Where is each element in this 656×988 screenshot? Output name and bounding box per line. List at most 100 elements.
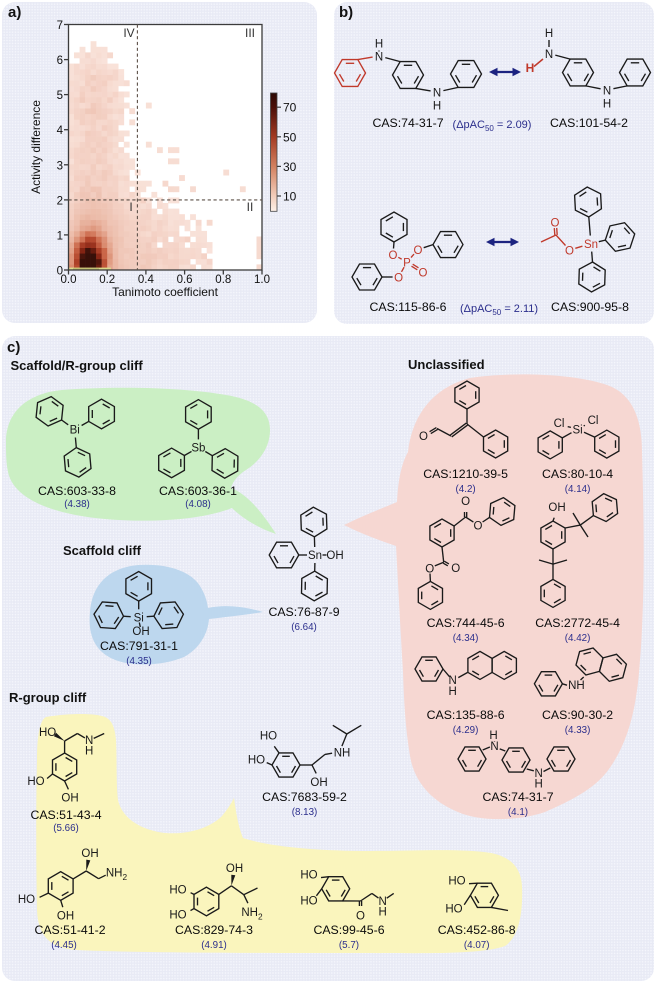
svg-text:1: 1 — [57, 230, 63, 242]
svg-text:O: O — [394, 273, 403, 285]
svg-text:1.0: 1.0 — [254, 274, 270, 286]
svg-text:HO: HO — [260, 731, 277, 743]
svg-text:N: N — [375, 52, 383, 64]
svg-text:H: H — [85, 746, 93, 758]
svg-text:CAS:51-43-4: CAS:51-43-4 — [30, 808, 101, 822]
svg-text:Si: Si — [572, 424, 582, 436]
svg-text:Tanimoto coefficient: Tanimoto coefficient — [112, 285, 219, 299]
svg-text:O: O — [451, 563, 460, 575]
svg-text:CAS:51-41-2: CAS:51-41-2 — [34, 923, 105, 937]
svg-text:Sn: Sn — [308, 550, 322, 562]
svg-text:CAS:791-31-1: CAS:791-31-1 — [100, 639, 178, 653]
svg-text:OH: OH — [226, 863, 243, 875]
svg-text:(4.34): (4.34) — [453, 633, 479, 644]
svg-text:(8.13): (8.13) — [292, 807, 318, 818]
svg-text:N: N — [545, 49, 553, 61]
svg-text:(4.29): (4.29) — [453, 725, 479, 736]
svg-text:N: N — [433, 88, 441, 100]
svg-text:H: H — [534, 779, 542, 791]
svg-text:(4.08): (4.08) — [185, 499, 211, 510]
svg-text:(4.1): (4.1) — [508, 807, 528, 818]
svg-text:(6.64): (6.64) — [291, 622, 317, 633]
svg-text:Si: Si — [134, 612, 144, 624]
svg-text:4: 4 — [57, 125, 64, 137]
svg-text:OH: OH — [548, 502, 565, 514]
svg-text:Cl: Cl — [554, 418, 565, 430]
svg-text:CAS:115-86-6: CAS:115-86-6 — [369, 300, 446, 314]
svg-text:Sb: Sb — [191, 442, 205, 454]
svg-text:0.0: 0.0 — [61, 274, 77, 286]
svg-text:(4.07): (4.07) — [464, 940, 490, 951]
svg-text:6: 6 — [57, 55, 63, 67]
svg-text:CAS:7683-59-2: CAS:7683-59-2 — [262, 790, 347, 804]
svg-text:Sn: Sn — [584, 239, 598, 251]
svg-text:CAS:74-31-7: CAS:74-31-7 — [482, 790, 553, 804]
svg-text:N: N — [603, 86, 611, 98]
svg-text:7: 7 — [57, 20, 63, 32]
svg-text:I: I — [129, 200, 132, 214]
svg-text:H: H — [378, 907, 386, 919]
svg-text:H: H — [433, 101, 441, 113]
svg-text:Bi: Bi — [70, 425, 80, 437]
svg-text:Unclassified: Unclassified — [408, 357, 485, 372]
svg-text:CAS:74-31-7: CAS:74-31-7 — [372, 116, 443, 130]
svg-text:(4.33): (4.33) — [565, 725, 591, 736]
svg-text:O: O — [419, 268, 428, 280]
svg-text:O: O — [565, 246, 574, 258]
svg-text:3: 3 — [57, 160, 63, 172]
svg-text:50: 50 — [283, 130, 297, 144]
svg-text:H: H — [603, 99, 611, 111]
svg-text:N: N — [490, 741, 498, 753]
svg-text:III: III — [245, 26, 255, 40]
svg-text:CAS:1210-39-5: CAS:1210-39-5 — [423, 467, 508, 481]
svg-text:(4.38): (4.38) — [64, 499, 90, 510]
svg-text:CAS:99-45-6: CAS:99-45-6 — [313, 923, 384, 937]
svg-text:(5.66): (5.66) — [53, 823, 79, 834]
svg-text:NH: NH — [334, 748, 351, 760]
svg-text:Activity difference: Activity difference — [29, 100, 43, 194]
svg-text:CAS:744-45-6: CAS:744-45-6 — [427, 616, 505, 630]
svg-text:OH: OH — [326, 550, 343, 562]
svg-text:(4.35): (4.35) — [126, 656, 152, 667]
svg-text:HO: HO — [248, 755, 265, 767]
svg-text:(4.91): (4.91) — [201, 940, 227, 951]
svg-text:IV: IV — [123, 26, 134, 40]
svg-text:2: 2 — [57, 195, 63, 207]
svg-text:(5.7): (5.7) — [339, 940, 359, 951]
svg-text:CAS:90-30-2: CAS:90-30-2 — [542, 708, 613, 722]
svg-text:CAS:452-86-8: CAS:452-86-8 — [438, 923, 516, 937]
svg-text:HO: HO — [300, 870, 317, 882]
svg-text:O: O — [474, 521, 483, 533]
svg-text:R-group cliff: R-group cliff — [9, 690, 87, 705]
svg-text:5: 5 — [57, 90, 63, 102]
svg-text:OH: OH — [61, 793, 78, 805]
svg-text:O: O — [389, 250, 398, 262]
svg-text:CAS:603-36-1: CAS:603-36-1 — [159, 484, 237, 498]
svg-text:HO: HO — [169, 910, 186, 922]
svg-text:CAS:900-95-8: CAS:900-95-8 — [551, 300, 629, 314]
svg-text:HO: HO — [169, 885, 186, 897]
svg-text:OH: OH — [81, 848, 98, 860]
svg-text:O: O — [414, 245, 423, 257]
svg-text:O: O — [419, 431, 428, 443]
svg-text:10: 10 — [283, 190, 297, 204]
svg-text:HO: HO — [448, 876, 465, 888]
svg-text:CAS:80-10-4: CAS:80-10-4 — [542, 467, 613, 481]
svg-text:H: H — [449, 686, 457, 698]
svg-text:b): b) — [339, 4, 353, 21]
svg-text:Scaffold cliff: Scaffold cliff — [63, 543, 142, 558]
svg-text:(4.42): (4.42) — [565, 633, 591, 644]
svg-text:Scaffold/R-group cliff: Scaffold/R-group cliff — [11, 358, 144, 373]
svg-text:CAS:829-74-3: CAS:829-74-3 — [175, 923, 253, 937]
svg-text:HO: HO — [18, 894, 35, 906]
svg-text:Cl: Cl — [588, 415, 599, 427]
svg-text:NH: NH — [568, 680, 585, 692]
svg-text:(4.45): (4.45) — [51, 940, 77, 951]
svg-text:H: H — [526, 61, 535, 75]
svg-text:OH: OH — [310, 777, 327, 789]
svg-text:HO: HO — [445, 904, 462, 916]
svg-text:O: O — [356, 911, 365, 923]
svg-text:c): c) — [7, 339, 20, 356]
svg-text:OH: OH — [132, 626, 149, 638]
svg-text:(4.2): (4.2) — [456, 484, 476, 495]
